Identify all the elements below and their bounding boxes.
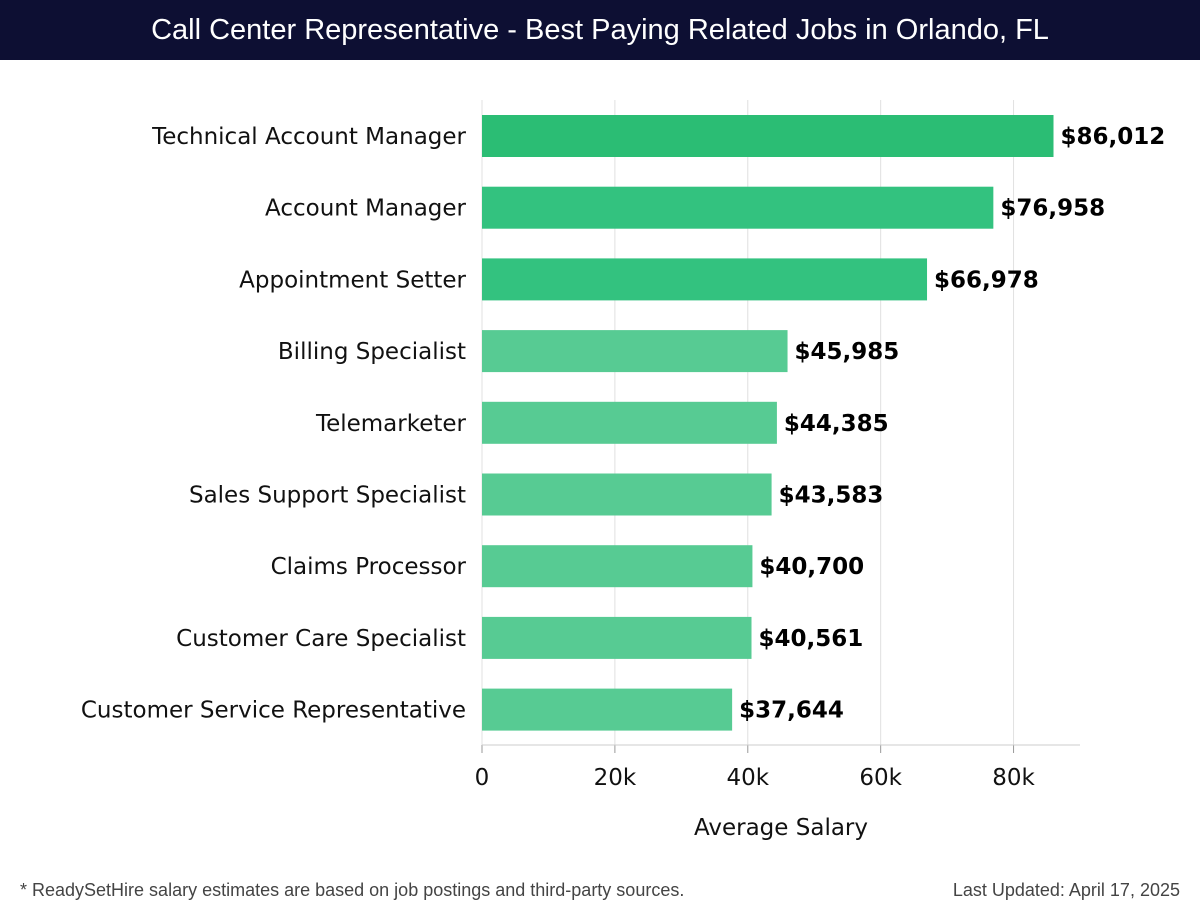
- category-label: Sales Support Specialist: [189, 483, 466, 509]
- x-tick-label: 0: [475, 765, 490, 791]
- value-label: $76,958: [1000, 196, 1105, 222]
- value-label: $40,700: [759, 554, 864, 580]
- category-label: Billing Specialist: [278, 339, 466, 365]
- bar: [482, 545, 753, 588]
- bars: [482, 115, 1054, 731]
- bar: [482, 616, 752, 659]
- value-label: $86,012: [1061, 124, 1166, 150]
- x-axis-title: Average Salary: [694, 815, 868, 841]
- page-title: Call Center Representative - Best Paying…: [151, 13, 1049, 46]
- value-label: $37,644: [739, 698, 844, 724]
- bar: [482, 473, 772, 516]
- bar: [482, 115, 1054, 157]
- labels: Technical Account Manager $86,012 Account …: [81, 124, 1165, 724]
- value-label: $40,561: [759, 626, 864, 652]
- x-tick-label: 40k: [726, 765, 769, 791]
- bar: [482, 688, 733, 731]
- category-label: Claims Processor: [271, 554, 467, 580]
- footer-note: * ReadySetHire salary estimates are base…: [20, 880, 685, 900]
- category-label: Technical Account Manager: [151, 124, 466, 150]
- category-label: Customer Care Specialist: [176, 626, 466, 652]
- x-axis: 0 20k 40k 60k 80k: [475, 744, 1080, 791]
- chart-title-bar: Call Center Representative - Best Paying…: [0, 0, 1200, 60]
- value-label: $44,385: [784, 411, 889, 437]
- value-label: $45,985: [795, 339, 900, 365]
- x-tick-label: 20k: [594, 765, 637, 791]
- footer-updated: Last Updated: April 17, 2025: [952, 880, 1180, 900]
- bar: [482, 401, 777, 444]
- bar: [482, 330, 788, 373]
- x-tick-label: 80k: [992, 765, 1035, 791]
- salary-bar-chart: Technical Account Manager $86,012 Account …: [81, 100, 1165, 841]
- bar: [482, 258, 928, 301]
- value-label: $66,978: [934, 267, 1039, 293]
- bar: [482, 186, 994, 229]
- category-label: Customer Service Representative: [81, 698, 466, 724]
- category-label: Appointment Setter: [239, 267, 466, 293]
- x-tick-label: 60k: [859, 765, 902, 791]
- value-label: $43,583: [779, 483, 884, 509]
- category-label: Telemarketer: [315, 411, 467, 437]
- category-label: Account Manager: [265, 196, 467, 222]
